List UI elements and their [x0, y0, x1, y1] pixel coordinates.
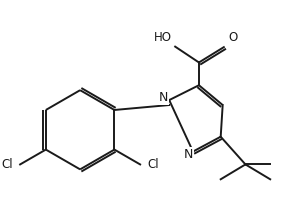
Text: Cl: Cl — [1, 158, 13, 171]
Text: HO: HO — [154, 31, 172, 44]
Text: O: O — [229, 31, 238, 44]
Text: N: N — [183, 148, 193, 161]
Text: N: N — [159, 91, 168, 104]
Text: Cl: Cl — [147, 158, 159, 171]
